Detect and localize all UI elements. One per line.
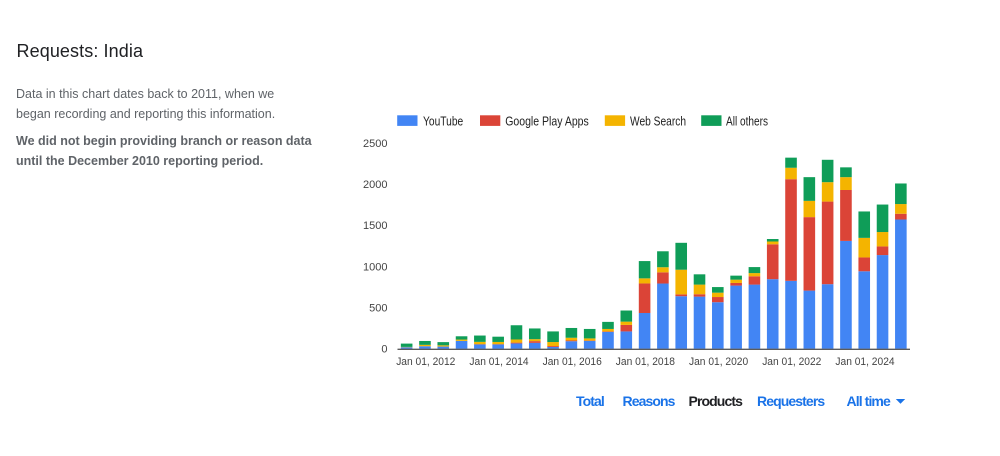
svg-text:2000: 2000 xyxy=(363,179,387,191)
svg-text:YouTube: YouTube xyxy=(423,113,463,128)
svg-text:Jan 01, 2022: Jan 01, 2022 xyxy=(762,356,821,368)
svg-text:500: 500 xyxy=(369,303,387,315)
svg-text:Jan 01, 2020: Jan 01, 2020 xyxy=(689,356,748,368)
svg-text:Jan 01, 2024: Jan 01, 2024 xyxy=(835,356,894,368)
svg-text:1000: 1000 xyxy=(363,261,387,273)
svg-text:Jan 01, 2014: Jan 01, 2014 xyxy=(469,356,528,368)
svg-text:2500: 2500 xyxy=(363,138,387,150)
svg-text:0: 0 xyxy=(381,344,387,356)
svg-text:1500: 1500 xyxy=(363,220,387,232)
svg-text:Web Search: Web Search xyxy=(630,113,686,128)
svg-text:All others: All others xyxy=(726,113,768,128)
svg-text:Jan 01, 2018: Jan 01, 2018 xyxy=(616,356,675,368)
svg-text:Google Play Apps: Google Play Apps xyxy=(505,113,589,128)
svg-text:Jan 01, 2012: Jan 01, 2012 xyxy=(396,356,455,368)
svg-text:Jan 01, 2016: Jan 01, 2016 xyxy=(543,356,602,368)
